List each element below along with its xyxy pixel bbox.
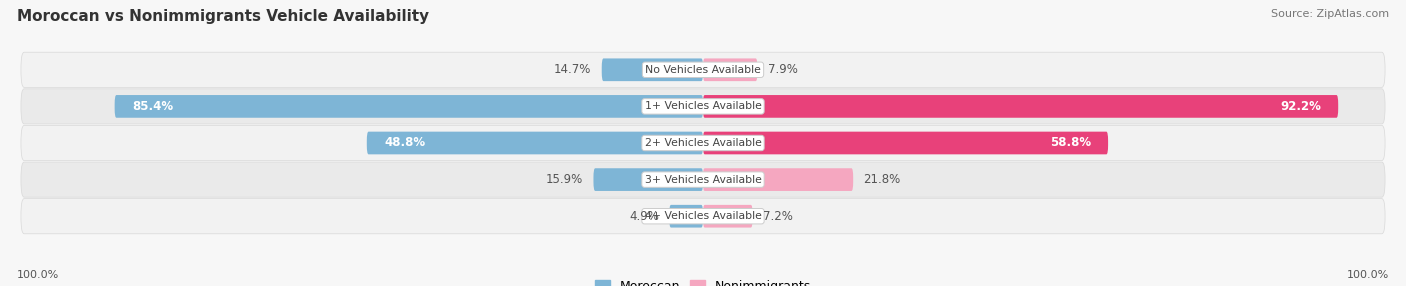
Legend: Moroccan, Nonimmigrants: Moroccan, Nonimmigrants xyxy=(589,275,817,286)
Text: 3+ Vehicles Available: 3+ Vehicles Available xyxy=(644,175,762,184)
Text: 92.2%: 92.2% xyxy=(1279,100,1322,113)
FancyBboxPatch shape xyxy=(115,95,703,118)
FancyBboxPatch shape xyxy=(21,89,1385,124)
FancyBboxPatch shape xyxy=(703,168,853,191)
Text: 48.8%: 48.8% xyxy=(384,136,425,150)
Text: 58.8%: 58.8% xyxy=(1050,136,1091,150)
FancyBboxPatch shape xyxy=(21,126,1385,160)
FancyBboxPatch shape xyxy=(703,58,758,81)
Text: 4.9%: 4.9% xyxy=(628,210,659,223)
Text: 15.9%: 15.9% xyxy=(546,173,583,186)
FancyBboxPatch shape xyxy=(703,205,752,228)
FancyBboxPatch shape xyxy=(21,52,1385,87)
Text: Moroccan vs Nonimmigrants Vehicle Availability: Moroccan vs Nonimmigrants Vehicle Availa… xyxy=(17,9,429,23)
Text: 100.0%: 100.0% xyxy=(1347,270,1389,280)
Text: 1+ Vehicles Available: 1+ Vehicles Available xyxy=(644,102,762,111)
FancyBboxPatch shape xyxy=(602,58,703,81)
FancyBboxPatch shape xyxy=(703,95,1339,118)
FancyBboxPatch shape xyxy=(367,132,703,154)
Text: 2+ Vehicles Available: 2+ Vehicles Available xyxy=(644,138,762,148)
Text: 100.0%: 100.0% xyxy=(17,270,59,280)
Text: 7.9%: 7.9% xyxy=(768,63,797,76)
Text: 14.7%: 14.7% xyxy=(554,63,592,76)
FancyBboxPatch shape xyxy=(703,132,1108,154)
Text: 4+ Vehicles Available: 4+ Vehicles Available xyxy=(644,211,762,221)
Text: 7.2%: 7.2% xyxy=(763,210,793,223)
FancyBboxPatch shape xyxy=(593,168,703,191)
Text: No Vehicles Available: No Vehicles Available xyxy=(645,65,761,75)
FancyBboxPatch shape xyxy=(21,162,1385,197)
Text: 21.8%: 21.8% xyxy=(863,173,901,186)
Text: Source: ZipAtlas.com: Source: ZipAtlas.com xyxy=(1271,9,1389,19)
FancyBboxPatch shape xyxy=(21,199,1385,234)
FancyBboxPatch shape xyxy=(669,205,703,228)
Text: 85.4%: 85.4% xyxy=(132,100,173,113)
